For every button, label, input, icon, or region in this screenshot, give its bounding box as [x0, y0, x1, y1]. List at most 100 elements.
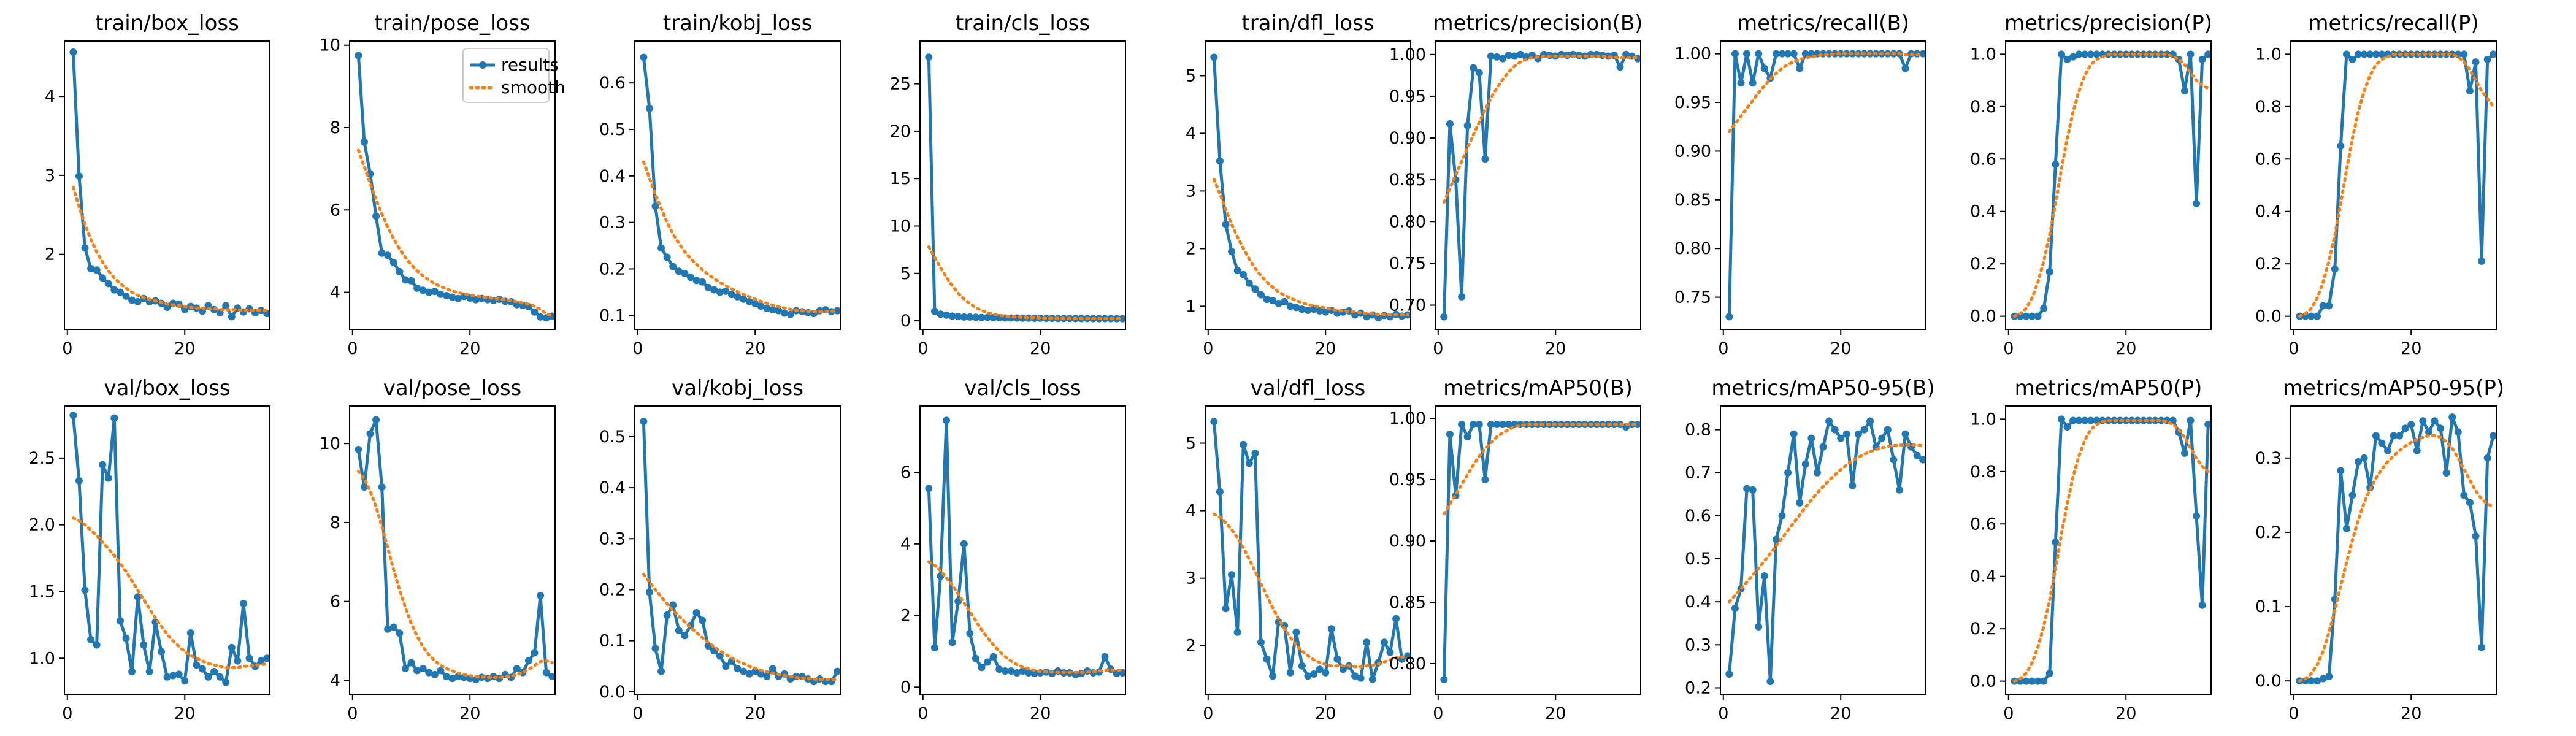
y-tick-label: 0.6 — [599, 74, 626, 93]
results-point — [2325, 672, 2333, 680]
results-point — [663, 253, 671, 261]
subplot-11: val/kobj_loss 0.0 0.1 0.2 0.3 0.4 0.5 0 20 — [599, 376, 841, 723]
results-point — [722, 662, 730, 670]
results-point — [134, 297, 142, 305]
subplot-9: val/box_loss 1.0 1.5 2.0 2.5 0 20 — [29, 376, 270, 723]
subplot-3: train/cls_loss 0 5 10 15 20 25 0 20 — [890, 11, 1126, 358]
y-tick-label: 5 — [900, 264, 911, 283]
y-tick-label: 0.2 — [1685, 678, 1711, 697]
results-point — [2431, 417, 2439, 425]
results-point — [2396, 432, 2404, 440]
results-point — [372, 212, 380, 220]
y-tick-label: 0.4 — [1970, 567, 1996, 586]
results-point — [448, 293, 456, 301]
y-tick-label: 0.95 — [1389, 87, 1426, 106]
results-point — [1322, 669, 1330, 677]
results-point — [734, 293, 742, 301]
results-point — [384, 251, 392, 259]
y-tick-label: 1.0 — [1970, 45, 1996, 64]
results-point — [781, 309, 789, 317]
results-point — [943, 311, 951, 319]
results-point — [1849, 481, 1857, 489]
y-tick-label: 0.2 — [599, 580, 626, 599]
y-tick-label: 0.5 — [599, 427, 626, 447]
results-point — [1772, 50, 1780, 58]
results-point — [1263, 296, 1271, 304]
results-point — [1901, 430, 1909, 438]
results-point — [2134, 416, 2142, 424]
y-tick-label: 2 — [45, 245, 55, 264]
y-tick-label: 2.0 — [29, 516, 55, 535]
results-point — [401, 276, 409, 284]
results-point — [2069, 416, 2077, 424]
results-point — [1801, 50, 1809, 58]
y-tick-label: 0.3 — [1685, 635, 1711, 654]
results-point — [1743, 50, 1751, 58]
y-tick-label: 15 — [890, 169, 911, 188]
smooth-line — [2298, 52, 2495, 318]
results-point — [2442, 469, 2450, 477]
results-point — [1493, 421, 1501, 428]
results-point — [1216, 157, 1224, 165]
results-point — [1019, 667, 1027, 675]
x-tick-label: 20 — [1830, 704, 1851, 723]
subplot-title: metrics/recall(P) — [2308, 11, 2478, 36]
results-point — [1386, 648, 1394, 656]
results-point — [1499, 421, 1507, 428]
results-point — [745, 297, 753, 305]
subplot-title: train/pose_loss — [374, 11, 530, 36]
results-point — [448, 675, 456, 683]
plot-frame — [634, 405, 841, 695]
y-tick-label: 0.2 — [2255, 255, 2282, 274]
y-tick-label: 10 — [320, 36, 340, 55]
results-point — [69, 48, 77, 56]
results-point — [1470, 64, 1478, 72]
results-point — [2478, 257, 2486, 265]
results-point — [1784, 469, 1792, 477]
subplot-title: metrics/mAP50-95(P) — [2283, 376, 2504, 401]
subplot-title: metrics/mAP50-95(B) — [1711, 376, 1934, 401]
y-tick-label: 0.8 — [1685, 421, 1711, 440]
results-point — [2319, 675, 2327, 683]
results-point — [1257, 638, 1265, 646]
results-point — [2483, 55, 2491, 63]
results-point — [2052, 160, 2060, 168]
y-tick-label: 6 — [330, 201, 340, 220]
subplot-title: val/kobj_loss — [672, 376, 803, 401]
results-point — [1304, 672, 1312, 680]
results-point — [1327, 625, 1335, 633]
results-point — [1446, 431, 1454, 438]
y-tick-label: 2 — [1186, 637, 1196, 656]
results-point — [2413, 447, 2421, 454]
x-tick-label: 20 — [745, 704, 765, 723]
results-point — [710, 286, 718, 294]
results-point — [2437, 50, 2445, 58]
results-point — [1766, 677, 1774, 685]
smooth-line — [642, 160, 839, 313]
y-tick-label: 0.0 — [1970, 672, 1996, 691]
y-tick-label: 0.85 — [1389, 171, 1426, 190]
results-point — [1463, 121, 1471, 129]
y-tick-label: 20 — [890, 122, 911, 141]
results-point — [2325, 302, 2333, 310]
results-point — [1339, 665, 1347, 673]
y-tick-label: 0.8 — [2255, 98, 2282, 117]
y-tick-label: 1.00 — [1389, 45, 1426, 64]
results-point — [104, 280, 112, 288]
y-tick-label: 0.3 — [599, 529, 626, 548]
results-point — [355, 445, 362, 453]
x-tick-label: 0 — [1718, 704, 1728, 723]
results-point — [193, 661, 201, 669]
results-point — [93, 266, 101, 274]
smooth-line — [71, 516, 269, 669]
results-point — [389, 623, 397, 631]
results-point — [396, 268, 404, 275]
results-point — [2081, 50, 2089, 58]
y-tick-label: 0.4 — [599, 478, 626, 497]
results-point — [431, 670, 439, 678]
results-point — [948, 312, 956, 320]
results-line — [1442, 423, 1638, 680]
subplot-17: metrics/mAP50-95(P) 0.0 0.1 0.2 0.3 0 20 — [2255, 376, 2504, 723]
results-point — [425, 288, 433, 296]
results-point — [372, 416, 380, 424]
